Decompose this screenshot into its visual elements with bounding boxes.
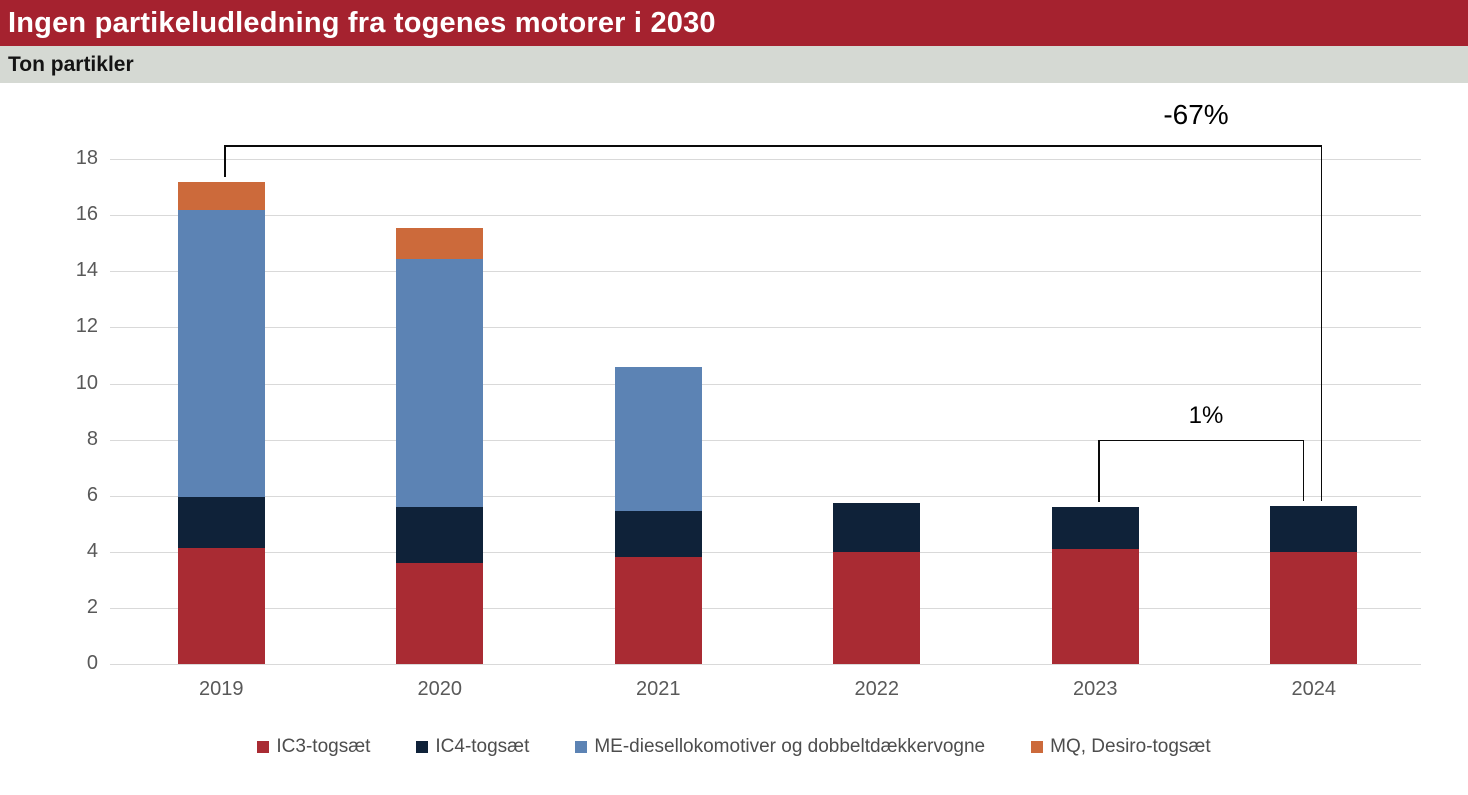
y-axis-unit-label: Ton partikler — [8, 52, 134, 76]
gridline — [110, 271, 1421, 273]
legend-item: ME-diesellokomotiver og dobbeltdækkervog… — [575, 736, 985, 758]
bar-segment-ic4 — [1270, 505, 1358, 552]
y-axis-tick-label: 16 — [75, 203, 98, 226]
annotation-bracket-top-line — [1098, 439, 1303, 442]
bar-segment-mqdesiro — [177, 181, 265, 210]
bar-segment-ic3 — [614, 557, 702, 664]
legend-swatch-icon — [257, 741, 270, 753]
chart-legend: IC3-togsæt IC4-togsæt ME-diesellokomotiver… — [0, 736, 1468, 758]
y-axis-tick-label: 4 — [86, 539, 98, 562]
annotation-bracket-left-line — [224, 145, 226, 177]
x-axis-tick-label: 2019 — [199, 678, 244, 700]
annotation-label: -67% — [1163, 99, 1229, 130]
legend-item: IC4-togsæt — [416, 736, 529, 758]
x-axis-tick-label: 2021 — [636, 678, 681, 700]
bar-segment-me — [396, 258, 484, 507]
y-axis-tick-label: 6 — [86, 483, 98, 506]
x-axis-tick-label: 2024 — [1291, 678, 1337, 700]
annotation-bracket-top-line — [224, 145, 1321, 147]
page-title: Ingen partikeludledning fra togenes moto… — [8, 6, 716, 39]
y-axis-tick-label: 10 — [75, 371, 98, 394]
gridline — [110, 383, 1421, 385]
legend-label: IC4-togsæt — [435, 736, 530, 757]
bar-segment-ic3 — [1270, 551, 1358, 664]
annotation-label: 1% — [1188, 402, 1224, 429]
stacked-bar-chart: 0 2 4 6 8 10 12 14 16 18 2019 2020 2021 2022 2023 2024 -… — [0, 83, 1468, 795]
annotation-bracket-right-line — [1302, 439, 1305, 501]
gridline — [110, 551, 1421, 553]
gridline — [110, 215, 1421, 217]
gridline — [110, 664, 1421, 665]
bar-segment-mqdesiro — [396, 227, 484, 259]
bar-segment-ic3 — [396, 563, 484, 664]
gridline — [110, 607, 1421, 609]
y-axis-tick-label: 12 — [75, 315, 98, 338]
y-axis-tick-label: 8 — [86, 427, 98, 450]
bar-segment-ic4 — [396, 506, 484, 563]
y-axis-tick-label: 0 — [86, 652, 98, 674]
legend-item: MQ, Desiro-togsæt — [1031, 736, 1211, 758]
bar-segment-ic4 — [1051, 506, 1139, 549]
annotation-bracket-right-line — [1320, 145, 1323, 501]
bar-segment-ic4 — [177, 497, 265, 548]
legend-swatch-icon — [575, 741, 588, 753]
title-banner: Ingen partikeludledning fra togenes moto… — [0, 0, 1468, 46]
legend-label: ME-diesellokomotiver og dobbeltdækkervog… — [594, 736, 986, 757]
subtitle-band: Ton partikler — [0, 46, 1468, 83]
legend-swatch-icon — [1031, 741, 1044, 753]
y-axis-tick-label: 2 — [86, 595, 98, 618]
gridline — [110, 327, 1421, 329]
bar-segment-me — [177, 209, 265, 498]
gridline — [110, 159, 1421, 161]
bar-segment-ic4 — [614, 511, 702, 558]
annotation-bracket-left-line — [1098, 439, 1100, 502]
bar-segment-ic3 — [1051, 548, 1139, 664]
gridline — [110, 495, 1421, 497]
x-axis-tick-label: 2023 — [1073, 678, 1118, 700]
legend-swatch-icon — [416, 741, 429, 753]
x-axis-tick-label: 2022 — [854, 678, 900, 700]
legend-label: MQ, Desiro-togsæt — [1050, 736, 1211, 757]
bar-segment-me — [614, 366, 702, 512]
gridline — [110, 439, 1421, 441]
y-axis-tick-label: 18 — [75, 147, 98, 170]
bar-segment-ic3 — [177, 547, 265, 664]
y-axis-tick-label: 14 — [75, 259, 98, 282]
legend-label: IC3-togsæt — [276, 736, 371, 757]
bar-segment-ic4 — [833, 502, 921, 552]
legend-item: IC3-togsæt — [257, 736, 370, 758]
bar-segment-ic3 — [833, 551, 921, 664]
x-axis-tick-label: 2020 — [417, 678, 463, 700]
